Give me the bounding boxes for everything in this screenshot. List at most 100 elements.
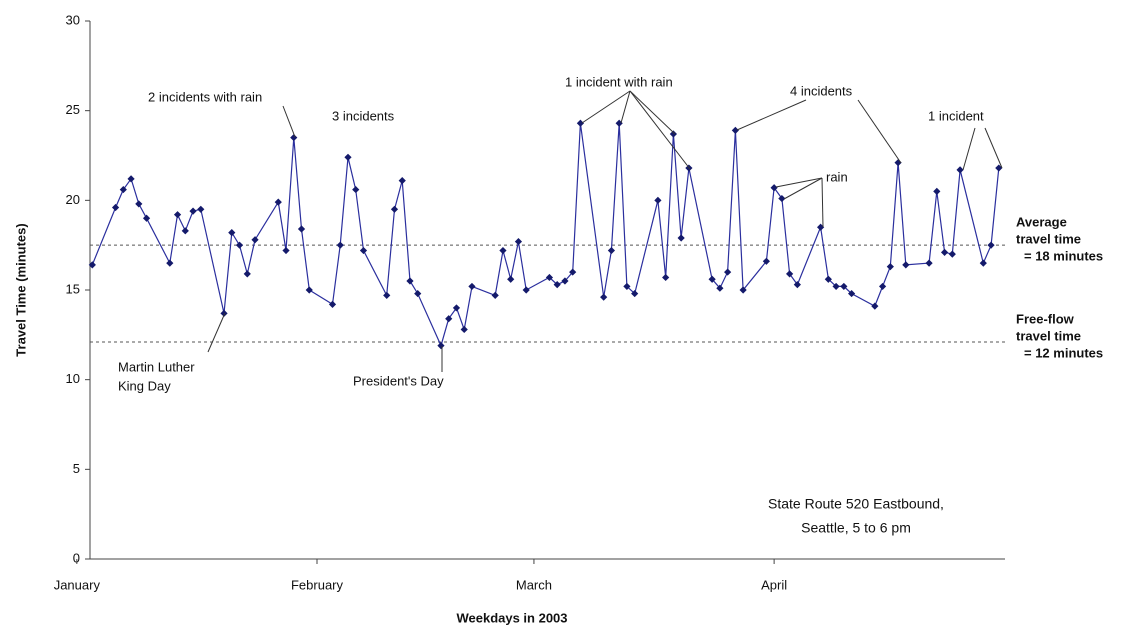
leader-line [783,177,823,200]
data-point [623,282,631,291]
data-point [251,236,259,244]
data-point [662,273,670,282]
data-point [383,291,391,299]
data-point [615,119,623,127]
data-point [111,203,120,212]
data-point [940,248,949,256]
data-point [600,293,608,301]
data-point [770,184,778,192]
data-point [545,273,554,282]
x-tick-label: March [516,577,552,592]
data-point [576,119,585,127]
data-point [607,246,616,255]
data-point [445,315,453,323]
data-point [724,268,732,276]
data-point [290,133,298,142]
data-point [88,261,96,269]
annotation: 1 incident with rain [565,74,673,89]
data-point [235,241,244,249]
annotation: 2 incidents with rain [148,89,262,104]
data-point [739,286,747,294]
data-point [786,270,794,278]
leader-line [282,105,296,138]
data-point [166,259,174,267]
note: State Route 520 Eastbound, [768,496,944,512]
data-point [886,263,894,271]
data-point [181,227,189,235]
annotation: President's Day [353,373,444,388]
y-tick-label: 25 [66,102,80,117]
annotation: 1 incident [928,108,984,123]
leader-line [736,99,807,131]
annotation: King Day [118,378,171,393]
data-point [406,277,414,285]
y-tick-label: 15 [66,281,80,296]
data-point [119,185,127,194]
data-point [561,277,569,285]
leader-line [620,90,631,124]
annotation: 3 incidents [332,108,395,123]
y-tick-label: 30 [66,12,80,27]
data-point [297,225,306,233]
data-point [142,214,151,222]
leader-line [962,127,976,171]
data-point [414,289,422,298]
data-point [793,281,801,289]
leader-line [207,312,226,353]
data-point [460,325,468,334]
data-point [491,291,499,299]
data-point [762,257,770,265]
data-point [507,275,515,283]
data-point [522,286,530,294]
data-point [995,164,1003,172]
reference-label: Free-flow [1016,311,1075,326]
data-point [847,289,856,298]
leader-line [984,127,1003,169]
data-point [468,282,476,291]
annotation: rain [826,169,848,184]
leader-line [629,90,676,135]
data-point [553,281,561,289]
data-point [243,270,251,278]
data-point [220,309,228,317]
data-point [452,304,461,312]
leader-line [775,177,823,188]
data-point [398,177,406,185]
annotation: Martin Luther [118,359,195,374]
data-point [654,196,662,204]
data-point [437,341,445,350]
data-point [514,237,523,246]
data-point [731,126,739,134]
data-point [871,302,879,310]
note: Seattle, 5 to 6 pm [801,520,911,536]
x-tick-label: April [761,577,787,592]
data-point [359,246,368,255]
y-tick-label: 0 [73,550,80,565]
data-point [135,200,143,208]
reference-label: = 12 minutes [1024,345,1103,360]
data-point [499,246,507,255]
data-point [933,187,941,195]
data-point [824,275,832,283]
data-point [274,198,282,206]
y-axis-label: Travel Time (minutes) [13,223,28,356]
y-tick-label: 10 [66,371,80,386]
data-point [708,275,716,283]
data-point [352,185,360,194]
data-point [390,205,399,213]
data-point [817,223,825,231]
y-tick-label: 20 [66,192,80,207]
data-point [669,130,677,138]
data-point [189,207,197,215]
leader-line [629,90,691,170]
data-point [948,250,956,258]
data-point [902,261,910,269]
data-point [925,259,933,267]
data-point [344,153,352,161]
reference-label: travel time [1016,328,1081,343]
leader-line [581,90,631,124]
data-point [840,282,848,291]
x-tick-label: February [291,577,344,592]
